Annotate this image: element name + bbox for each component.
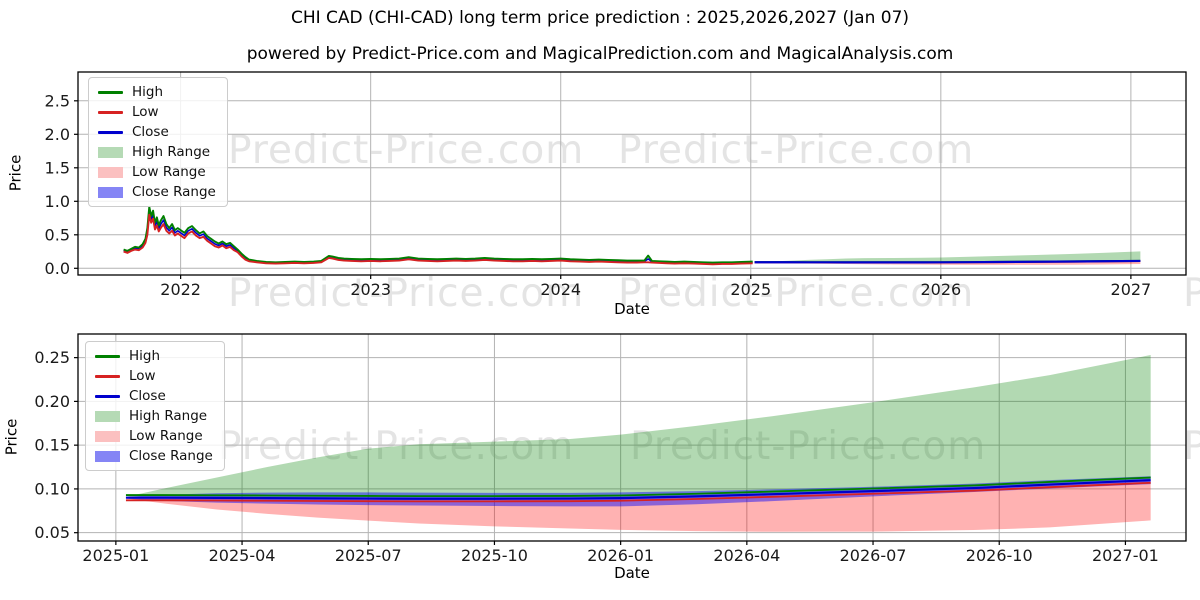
bottom-y-axis-label: Price	[2, 418, 21, 456]
legend-item: High Range	[98, 144, 216, 160]
forecast-low-line	[125, 481, 1151, 503]
y-tick-label: 0.5	[45, 225, 70, 244]
x-tick-label: 2027	[1111, 280, 1152, 299]
historical-high-line	[123, 205, 753, 264]
plot-svg: 2022 2023 2024 2025 2026 2027 0.0 0.5 1.0 1.5 2.0 2…	[45, 71, 1187, 299]
legend-label: High Range	[129, 408, 208, 424]
plot-svg: 2025-01 2025-04 2025-07 2025-10 2026-01 2026-…	[34, 333, 1187, 565]
legend-label: Low Range	[129, 428, 203, 444]
watermark-text: Predict-Price.com	[618, 271, 975, 316]
watermark-text: Predict-Price.com	[228, 271, 585, 316]
legend-swatch-high-range	[95, 410, 120, 422]
watermark-text: Predict-Price.com	[218, 424, 574, 469]
x-tick-label: 2022	[160, 280, 201, 299]
x-tick-label: 2026-04	[713, 546, 780, 565]
y-tick-label: 0.10	[34, 479, 70, 498]
legend-label: Low	[129, 368, 156, 384]
historical-close-line	[123, 209, 753, 265]
legend-swatch-close-range	[98, 186, 123, 198]
x-tick-label: 2025-07	[335, 546, 402, 565]
legend-item: High	[98, 84, 216, 100]
bottom-chart-legend: High Low Close High Range Low Range Close Ran…	[85, 341, 225, 471]
watermark-text: Predict-Price.com	[630, 424, 986, 469]
x-tick-label: 2026-10	[966, 546, 1033, 565]
x-tick-label: 2024	[540, 280, 581, 299]
legend-label: Close Range	[132, 184, 216, 200]
high-range-band	[754, 251, 1141, 263]
legend-item: Low Range	[95, 428, 213, 444]
forecast-close-line	[754, 259, 1141, 264]
legend-item: Low	[95, 368, 213, 384]
y-tick-label: 2.0	[45, 125, 70, 144]
top-chart: 2022 2023 2024 2025 2026 2027 0.0 0.5 1.0 1.5 2.0 2…	[45, 71, 1187, 299]
x-tick-label: 2023	[350, 280, 391, 299]
legend-label: High	[129, 348, 161, 364]
y-tick-label: 0.05	[34, 523, 70, 542]
legend-label: High Range	[132, 144, 211, 160]
legend-swatch-high-range	[98, 146, 123, 158]
y-tick-label: 1.0	[45, 192, 70, 211]
watermark-text: Predict-Price.com	[228, 128, 585, 173]
x-tick-label: 2026-01	[587, 546, 654, 565]
x-tick-label: 2026-07	[840, 546, 907, 565]
legend-item: Close	[98, 124, 216, 140]
legend-item: High Range	[95, 408, 213, 424]
y-tick-label: 1.5	[45, 158, 70, 177]
y-tick-label: 2.5	[45, 91, 70, 110]
y-tick-label: 0.25	[34, 348, 70, 367]
legend-item: Low Range	[98, 164, 216, 180]
page-subtitle: powered by Predict-Price.com and Magical…	[246, 44, 954, 64]
legend-swatch-low-range	[95, 430, 120, 442]
bottom-chart: 2025-01 2025-04 2025-07 2025-10 2026-01 2026-…	[34, 333, 1187, 565]
x-tick-label: 2025-10	[461, 546, 528, 565]
plot-border	[77, 71, 1187, 276]
legend-item: High	[95, 348, 213, 364]
legend-item: Close	[95, 388, 213, 404]
high-range-band	[125, 355, 1151, 499]
x-tick-label: 2025-01	[82, 546, 149, 565]
legend-label: Low Range	[132, 164, 206, 180]
legend-label: High	[132, 84, 164, 100]
legend-swatch-high	[95, 354, 120, 358]
forecast-close-line	[125, 479, 1151, 500]
forecast-high-line	[125, 476, 1151, 497]
x-tick-label: 2027-01	[1092, 546, 1159, 565]
legend-label: Low	[132, 104, 159, 120]
legend-swatch-high	[98, 90, 123, 94]
legend-swatch-low	[98, 110, 123, 114]
historical-low-line	[123, 213, 753, 266]
watermark-text: Predict-Price.com	[1183, 271, 1200, 316]
legend-item: Close Range	[98, 184, 216, 200]
legend-swatch-close	[95, 394, 120, 398]
top-y-axis-label: Price	[6, 154, 25, 192]
y-tick-label: 0.20	[34, 392, 70, 411]
bottom-x-axis-label: Date	[614, 564, 650, 582]
legend-swatch-low	[95, 374, 120, 378]
legend-swatch-close-range	[95, 450, 120, 462]
legend-label: Close	[132, 124, 169, 140]
watermark-text: Predict-Price.com	[1183, 424, 1200, 469]
legend-item: Close Range	[95, 448, 213, 464]
legend-item: Low	[98, 104, 216, 120]
y-tick-label: 0.0	[45, 259, 70, 278]
page-title: CHI CAD (CHI-CAD) long term price predic…	[290, 8, 910, 28]
watermark-text: Predict-Price.com	[618, 128, 975, 173]
legend-label: Close Range	[129, 448, 213, 464]
top-x-axis-label: Date	[614, 300, 650, 318]
legend-swatch-close	[98, 130, 123, 134]
legend-label: Close	[129, 388, 166, 404]
top-chart-legend: High Low Close High Range Low Range Close Ran…	[88, 77, 228, 207]
x-tick-label: 2025	[730, 280, 771, 299]
x-tick-label: 2026	[920, 280, 961, 299]
legend-swatch-low-range	[98, 166, 123, 178]
x-tick-label: 2025-04	[209, 546, 276, 565]
y-tick-label: 0.15	[34, 436, 70, 455]
plot-border	[77, 333, 1187, 542]
